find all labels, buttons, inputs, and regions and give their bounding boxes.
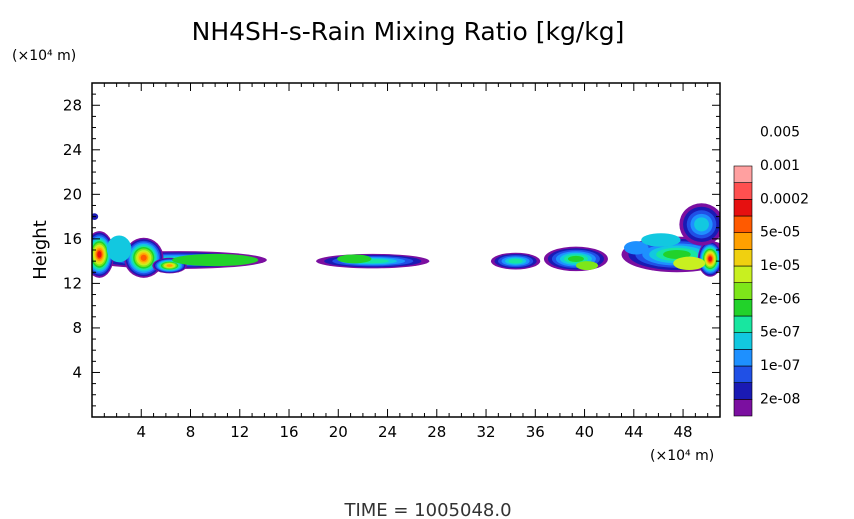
colorbar-cell: [733, 282, 753, 300]
field-contour: [106, 235, 132, 263]
colorbar-cell: [733, 249, 753, 267]
colorbar-cell: [733, 382, 753, 400]
y-unit-label: (×10⁴ m): [12, 48, 76, 64]
x-axis: 4 8 12 16 20 24 28 32 36 40 44 48: [103, 83, 709, 441]
data-field: [92, 203, 720, 278]
colorbar-label: 0.005: [760, 125, 800, 141]
x-tick-label: 36: [526, 423, 545, 441]
x-unit-label: (×10⁴ m): [650, 448, 714, 464]
field-contour: [567, 255, 584, 262]
x-tick-label: 32: [476, 423, 495, 441]
colorbar-cell: [733, 365, 753, 383]
x-tick-label: 48: [674, 423, 693, 441]
field-contour: [694, 217, 709, 232]
colorbar-label: 0.001: [760, 158, 800, 174]
colorbar-cell: [733, 399, 753, 417]
field-contour: [140, 254, 147, 261]
colorbar-cell: [733, 165, 753, 183]
y-axis: 4 8 12 16 20 24 28: [63, 93, 720, 407]
field-contour: [337, 254, 372, 264]
x-tick-label: 44: [624, 423, 643, 441]
x-tick-label: 4: [136, 423, 146, 441]
colorbar-cell: [733, 332, 753, 350]
field-contour: [166, 264, 173, 267]
field-contour: [508, 258, 523, 264]
colorbar-cell: [733, 199, 753, 217]
x-tick-label: 40: [575, 423, 594, 441]
colorbar-cell: [733, 265, 753, 283]
colorbar-label: 2e-06: [760, 291, 800, 307]
colorbar-cell: [733, 182, 753, 200]
x-tick-label: 20: [329, 423, 348, 441]
y-axis-label: Height: [30, 220, 51, 280]
field-contour: [641, 233, 681, 247]
colorbar-label: 0.0002: [760, 191, 809, 207]
y-tick-label: 20: [63, 185, 82, 203]
field-contour: [673, 256, 706, 271]
colorbar-label: 5e-05: [760, 225, 800, 241]
colorbar-label: 5e-07: [760, 325, 800, 341]
colorbar-cell: [733, 349, 753, 367]
x-tick-label: 24: [378, 423, 397, 441]
y-tick-label: 4: [72, 363, 82, 381]
x-tick-label: 12: [230, 423, 249, 441]
y-tick-label: 16: [63, 230, 82, 248]
colorbar: 2e-08 1e-07 5e-07 2e-06 1e-05 5e-05 0.0002 0.00…: [733, 125, 809, 417]
colorbar-cell: [733, 232, 753, 250]
time-label: TIME = 1005048.0: [343, 500, 511, 519]
field-contour: [97, 251, 102, 258]
colorbar-label: 2e-08: [760, 391, 800, 407]
colorbar-cell: [733, 299, 753, 317]
field-contour: [623, 241, 649, 255]
field-contour: [575, 261, 599, 271]
colorbar-cell: [733, 315, 753, 333]
y-tick-label: 24: [63, 141, 82, 159]
colorbar-label: 1e-05: [760, 258, 800, 274]
colorbar-label: 1e-07: [760, 358, 800, 374]
y-tick-label: 8: [72, 319, 82, 337]
x-tick-label: 16: [279, 423, 298, 441]
x-tick-label: 8: [186, 423, 196, 441]
field-contour: [708, 256, 712, 262]
field-contour: [663, 250, 691, 259]
y-tick-label: 12: [63, 274, 82, 292]
colorbar-cell: [733, 215, 753, 233]
x-tick-label: 28: [427, 423, 446, 441]
chart-title: NH4SH-s-Rain Mixing Ratio [kg/kg]: [192, 17, 625, 46]
field-contour: [172, 253, 259, 267]
y-tick-label: 28: [63, 96, 82, 114]
